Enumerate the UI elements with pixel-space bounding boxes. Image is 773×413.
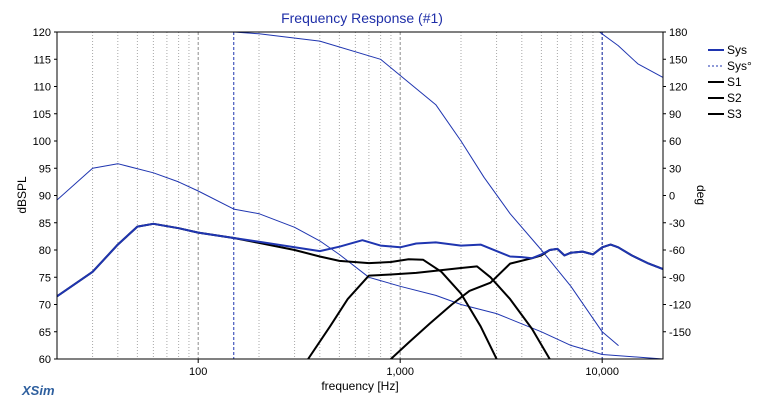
y2-tick-label: 60 xyxy=(669,136,681,148)
x-tick-label: 10,000 xyxy=(585,366,619,378)
y2-tick-label: 120 xyxy=(669,82,687,94)
legend-label-s1: S1 xyxy=(727,75,742,89)
y-axis-label: dBSPL xyxy=(15,176,29,214)
y-tick-label: 85 xyxy=(39,218,51,230)
y2-tick-label: 0 xyxy=(669,191,675,203)
y-tick-label: 65 xyxy=(39,327,51,339)
y2-tick-label: -60 xyxy=(669,245,685,257)
y-tick-label: 95 xyxy=(39,163,51,175)
y-tick-label: 120 xyxy=(33,27,51,39)
legend-label-s2: S2 xyxy=(727,91,742,105)
y-tick-label: 105 xyxy=(33,109,51,121)
legend: Sys Sys° S1 S2 S3 xyxy=(708,43,752,121)
grid-layer xyxy=(56,32,664,359)
series-line-sys-phase xyxy=(599,32,663,78)
y2-tick-label: 90 xyxy=(669,109,681,121)
y2-tick-label: 30 xyxy=(669,163,681,175)
y-tick-label: 110 xyxy=(33,82,51,94)
y-tick-label: 115 xyxy=(33,54,51,66)
y2-tick-label: 150 xyxy=(669,54,687,66)
legend-label-sys: Sys xyxy=(727,43,747,57)
y-tick-label: 80 xyxy=(39,245,51,257)
y-tick-label: 60 xyxy=(39,354,51,366)
chart-title: Frequency Response (#1) xyxy=(281,10,443,26)
y2-tick-label: -30 xyxy=(669,218,685,230)
y-tick-label: 75 xyxy=(39,272,51,284)
x-axis-label: frequency [Hz] xyxy=(321,379,398,393)
y2-tick-label: -150 xyxy=(669,327,691,339)
y-tick-label: 100 xyxy=(33,136,51,148)
y2-axis-label: deg xyxy=(694,185,708,205)
y-tick-label: 70 xyxy=(39,300,51,312)
y2-tick-label: -90 xyxy=(669,272,685,284)
x-tick-label: 1,000 xyxy=(386,366,414,378)
y-tick-label: 90 xyxy=(39,191,51,203)
series-line-s2 xyxy=(307,265,551,359)
legend-label-s3: S3 xyxy=(727,107,742,121)
series-line-sys-phase xyxy=(57,163,663,359)
x-tick-label: 100 xyxy=(189,366,207,378)
series-line-sys-phase xyxy=(233,32,619,346)
y2-tick-label: -120 xyxy=(669,300,691,312)
tick-label-layer: 60 65 70 75 80 85 90 95 100 105 110 115 120 -150 -120 -… xyxy=(33,27,691,378)
series-line-sys xyxy=(57,222,663,298)
series-layer xyxy=(57,32,663,359)
y2-tick-label: 180 xyxy=(669,27,687,39)
app-brand-logo: XSim xyxy=(21,383,55,398)
legend-label-sys-phase: Sys° xyxy=(727,59,752,73)
